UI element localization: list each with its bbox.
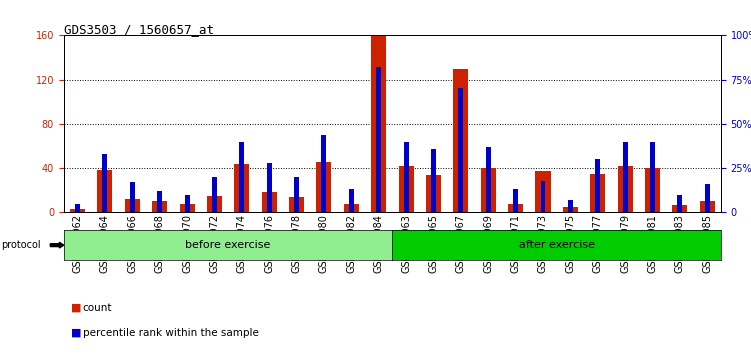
Bar — [454, 69, 469, 212]
Text: ■: ■ — [71, 303, 82, 313]
Bar — [541, 181, 545, 212]
Bar — [349, 189, 354, 212]
Bar — [179, 204, 195, 212]
Bar — [289, 197, 304, 212]
Bar — [75, 204, 80, 212]
Bar — [650, 142, 655, 212]
Bar — [562, 207, 578, 212]
Bar — [125, 199, 140, 212]
Bar — [645, 168, 660, 212]
Bar — [152, 201, 167, 212]
Bar — [672, 205, 687, 212]
Bar — [240, 142, 244, 212]
Bar — [130, 182, 134, 212]
Bar — [98, 170, 113, 212]
Bar — [267, 163, 272, 212]
Bar — [157, 191, 162, 212]
Bar — [700, 201, 715, 212]
Bar — [426, 175, 441, 212]
Bar — [486, 147, 490, 212]
Bar — [403, 142, 409, 212]
Bar — [212, 177, 217, 212]
Bar — [481, 168, 496, 212]
Bar — [535, 171, 550, 212]
Bar — [623, 142, 628, 212]
Text: after exercise: after exercise — [519, 240, 595, 250]
Bar — [185, 195, 189, 212]
Text: count: count — [83, 303, 112, 313]
Text: before exercise: before exercise — [185, 240, 271, 250]
Text: percentile rank within the sample: percentile rank within the sample — [83, 328, 258, 338]
Bar — [102, 154, 107, 212]
Bar — [316, 161, 331, 212]
Bar — [207, 196, 222, 212]
Bar — [590, 174, 605, 212]
Bar — [261, 193, 276, 212]
Bar — [371, 35, 386, 212]
Bar — [617, 166, 632, 212]
Bar — [508, 204, 523, 212]
Bar — [596, 159, 600, 212]
Bar — [568, 200, 573, 212]
Bar — [399, 166, 414, 212]
Text: GDS3503 / 1560657_at: GDS3503 / 1560657_at — [64, 23, 214, 36]
Bar — [704, 184, 710, 212]
Bar — [344, 204, 359, 212]
Bar — [321, 135, 327, 212]
Bar — [513, 189, 518, 212]
Text: protocol: protocol — [2, 240, 41, 250]
Bar — [376, 67, 382, 212]
Bar — [431, 149, 436, 212]
Bar — [70, 209, 85, 212]
Bar — [294, 177, 299, 212]
Bar — [234, 164, 249, 212]
Bar — [677, 195, 683, 212]
Bar — [458, 88, 463, 212]
Text: ■: ■ — [71, 328, 82, 338]
